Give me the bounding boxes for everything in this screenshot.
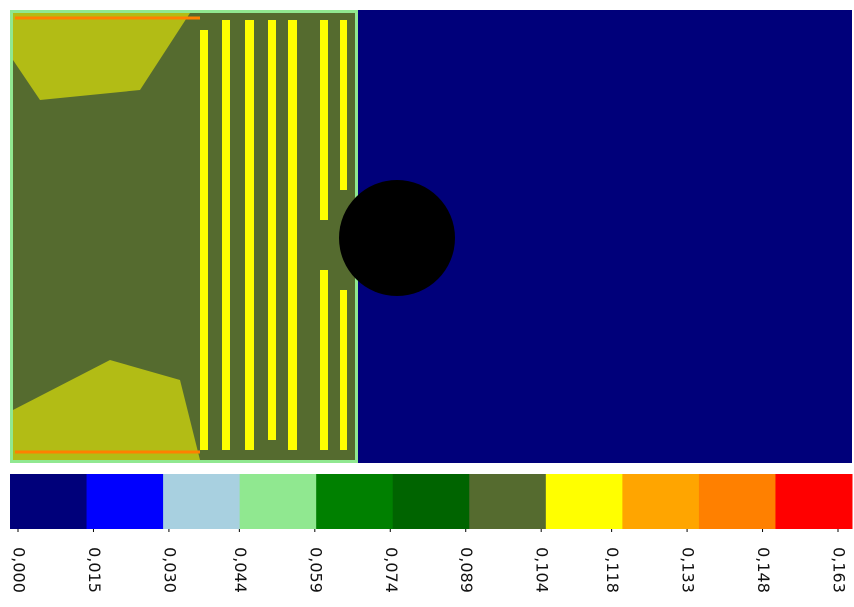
figure: 0,000 0,015 0,030 0,044 0,059 0,074 0,089 0,104… [0, 0, 854, 607]
color-segment [163, 474, 240, 529]
tick-label: 0,104 [533, 547, 552, 593]
colorbar [10, 474, 853, 529]
color-segment [775, 474, 852, 529]
color-segment [469, 474, 546, 529]
color-segment [10, 474, 87, 529]
tick-label: 0,044 [231, 547, 250, 593]
tick-label: 0,030 [160, 547, 179, 593]
tick-label: 0,148 [754, 547, 773, 593]
tick-label: 0,163 [830, 547, 849, 593]
color-segment [393, 474, 470, 529]
tick-label: 0,015 [85, 547, 104, 593]
color-segment [699, 474, 776, 529]
tick-label: 0,089 [457, 547, 476, 593]
color-segment [240, 474, 317, 529]
color-segment [87, 474, 164, 529]
tick-label: 0,074 [382, 547, 401, 593]
tick-label: 0,118 [603, 547, 622, 593]
field [10, 10, 852, 463]
color-segment [316, 474, 393, 529]
color-segment [622, 474, 699, 529]
gap [0, 463, 854, 473]
tick-label: 0,000 [10, 547, 29, 593]
color-segment [546, 474, 623, 529]
obstacle [339, 180, 455, 296]
tick-label: 0,059 [306, 547, 325, 593]
tick-label: 0,133 [679, 547, 698, 593]
colorbar-ticks: 0,000 0,015 0,030 0,044 0,059 0,074 0,089 0,104… [10, 529, 849, 593]
